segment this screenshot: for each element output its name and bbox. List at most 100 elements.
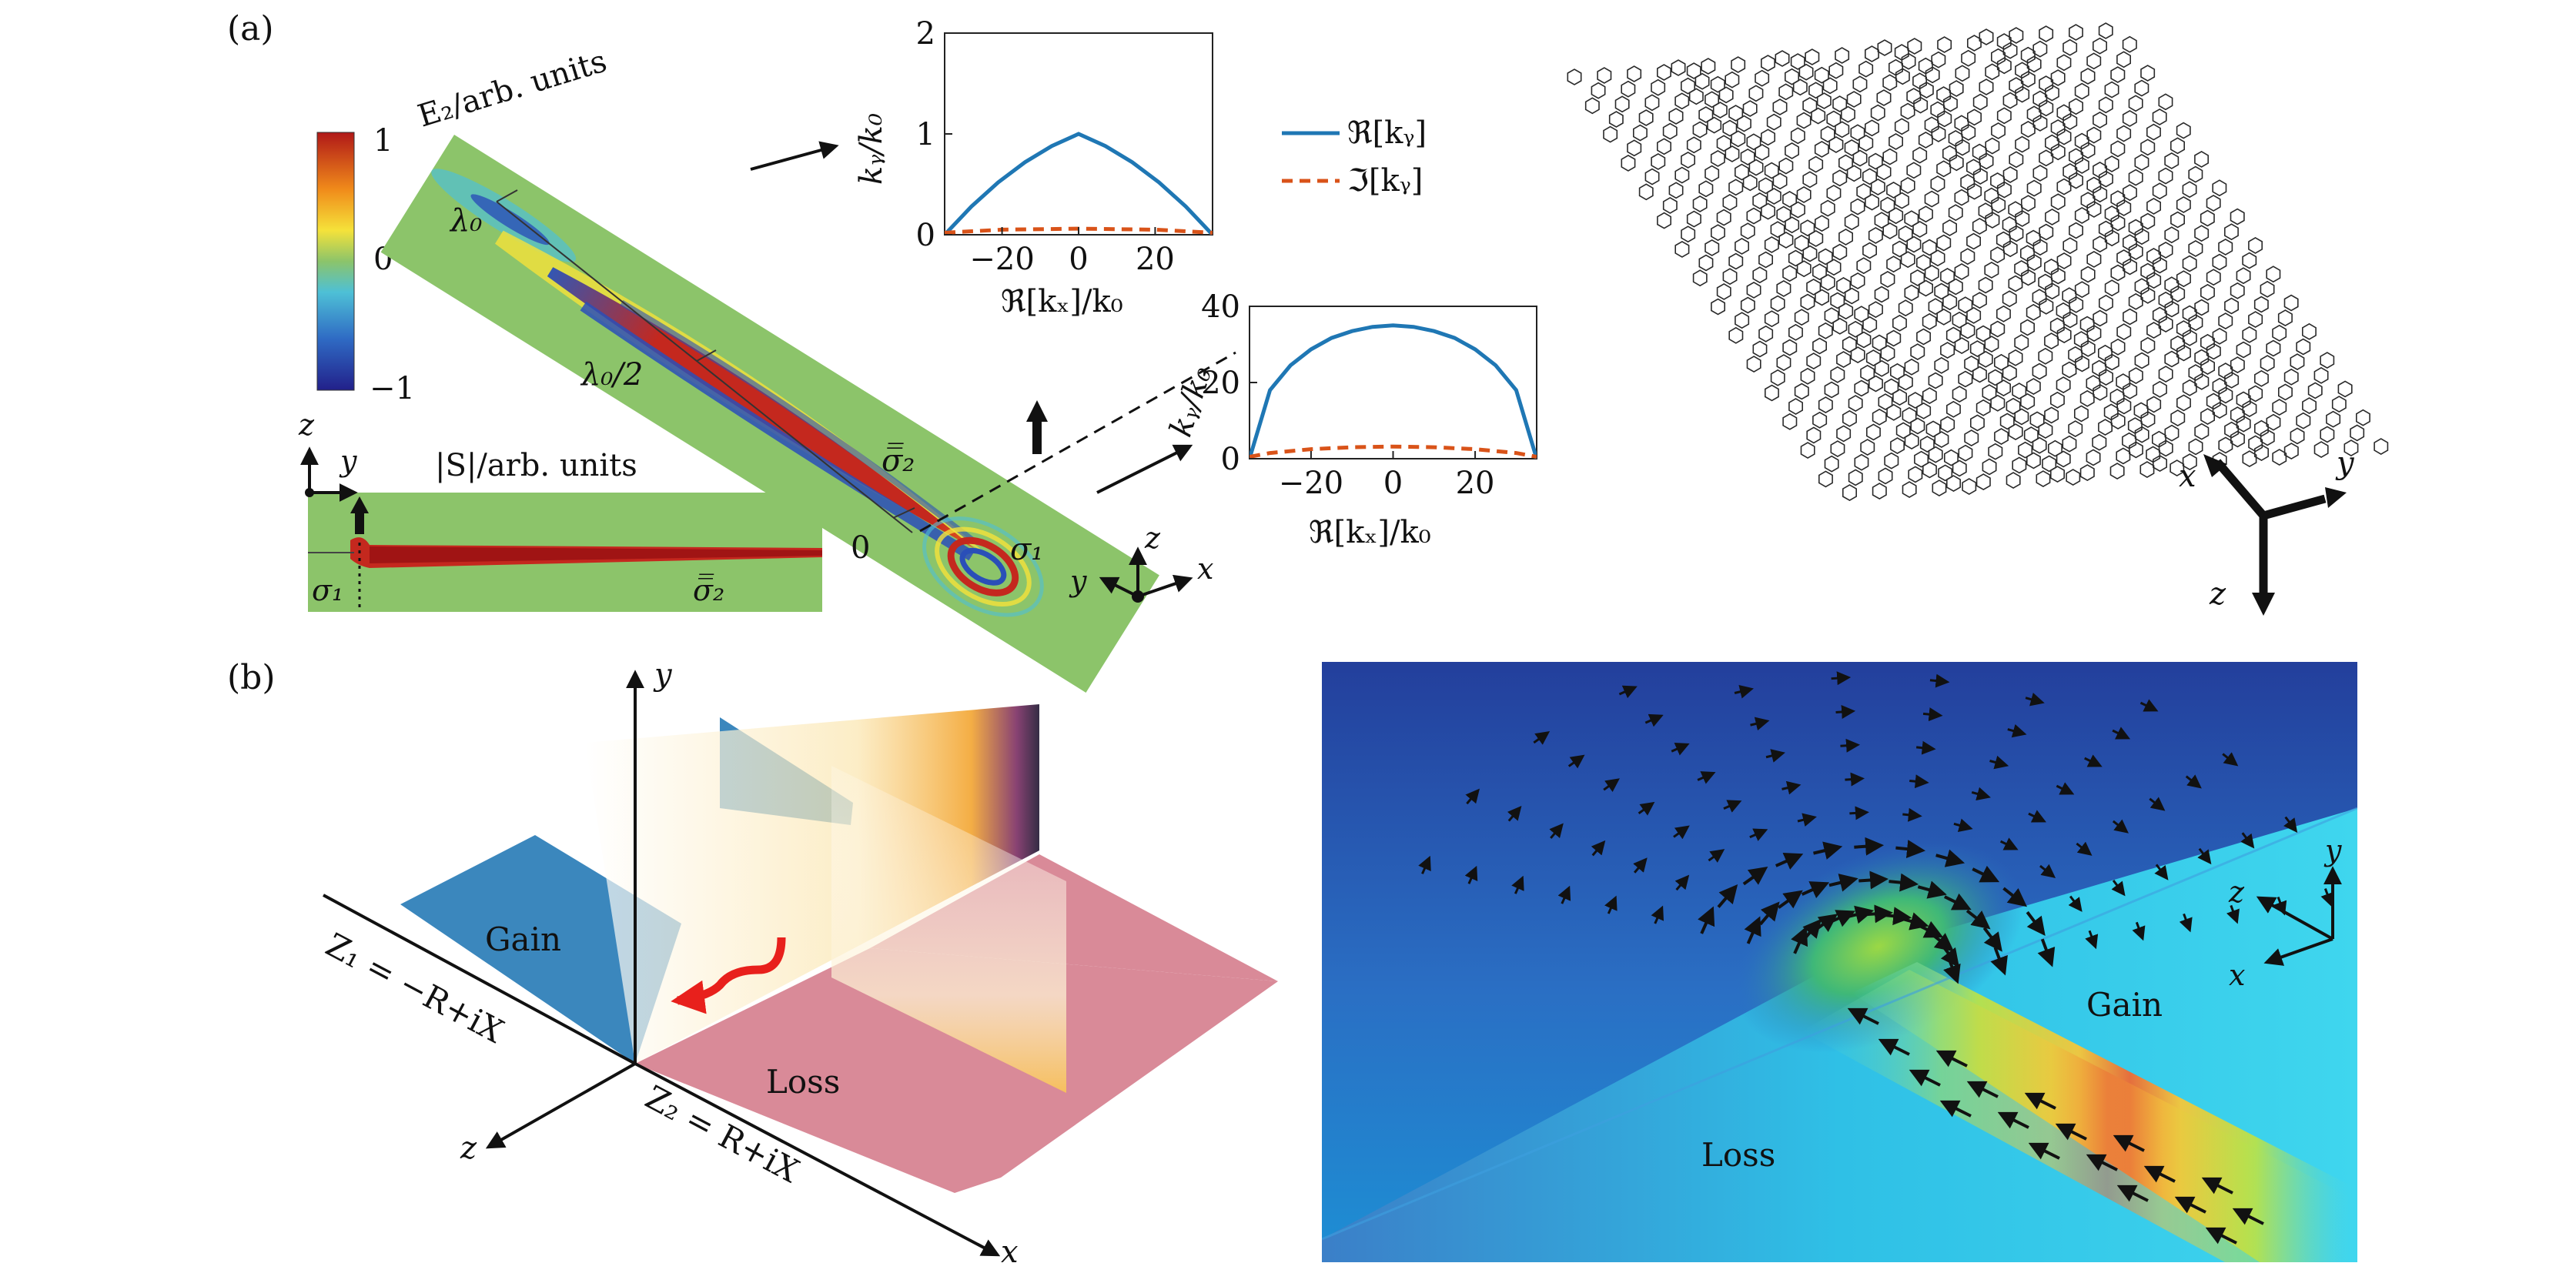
field-arrow bbox=[2179, 913, 2193, 933]
field-arrow bbox=[1633, 857, 1648, 874]
field-arrow bbox=[2132, 921, 2146, 941]
chart2-xtick-label: 0 bbox=[1383, 466, 1403, 501]
chart1-ytick-label: 1 bbox=[916, 117, 935, 152]
field-arrow bbox=[2007, 723, 2027, 738]
sim-loss-label: Loss bbox=[1701, 1136, 1775, 1174]
field-arrow bbox=[1858, 870, 1889, 890]
chart2-xlabel: ℜ[kₓ]/k₀ bbox=[1309, 515, 1431, 550]
field-arrow bbox=[2185, 774, 2202, 789]
field-arrow bbox=[1997, 1111, 2029, 1129]
field-arrow bbox=[1418, 855, 1431, 874]
field-arrow bbox=[1644, 713, 1664, 727]
field-arrow bbox=[1744, 916, 1761, 944]
field-arrow bbox=[1533, 731, 1551, 745]
inset-axis-z: z bbox=[298, 408, 315, 442]
field-arrow bbox=[1854, 837, 1885, 856]
slab-axis-z: z bbox=[1144, 521, 1161, 555]
chart1-xtick-label: 20 bbox=[1136, 242, 1175, 277]
chart2-xtick-label: −20 bbox=[1279, 466, 1343, 501]
chart2-series-real bbox=[1250, 323, 1537, 459]
distance-ruler: λ₀ λ₀/2 0 bbox=[449, 189, 915, 566]
field-arrow bbox=[2201, 1177, 2233, 1194]
field-arrow bbox=[1791, 926, 1808, 954]
field-arrow bbox=[1708, 849, 1725, 863]
lattice-axes-triad: x y z bbox=[2179, 446, 2355, 616]
field-arrow bbox=[2232, 1208, 2264, 1225]
field-arrow bbox=[1604, 895, 1618, 914]
lattice-axis-y: y bbox=[2335, 446, 2355, 481]
field-arrow bbox=[1734, 684, 1754, 699]
field-arrow bbox=[1835, 705, 1856, 719]
field-arrow bbox=[1982, 927, 2002, 952]
dispersion-chart-upper: −20 0 20 0 1 2 ℜ[kₓ]/k₀ kᵧ/k₀ bbox=[854, 16, 1213, 319]
pointer-arrow-lower bbox=[1096, 444, 1193, 494]
field-arrow bbox=[2024, 1092, 2056, 1110]
field-arrow bbox=[2149, 797, 2166, 811]
lambda0-label: λ₀ bbox=[449, 203, 482, 239]
field-arrow bbox=[2112, 819, 2129, 834]
interface-wall bbox=[831, 766, 1066, 1093]
x-axis-line bbox=[634, 1062, 1001, 1257]
field-title: E₂/arb. units bbox=[413, 43, 611, 134]
field-arrow bbox=[2028, 810, 2046, 823]
field-arrow bbox=[1840, 738, 1861, 753]
lattice-axis-z: z bbox=[2209, 576, 2226, 612]
dispersion-chart-lower: −20 0 20 0 20 40 ℜ[kₓ]/k₀ kᵧ/k₀ bbox=[1163, 289, 1537, 550]
half-lambda-label: λ₀/2 bbox=[580, 357, 643, 393]
b-axis-y: y bbox=[653, 657, 673, 693]
field-arrow bbox=[1549, 823, 1564, 839]
field-arrow bbox=[2055, 1123, 2087, 1141]
field-arrow bbox=[1828, 874, 1858, 892]
field-arrow bbox=[1567, 754, 1585, 769]
field-arrow bbox=[1674, 874, 1690, 891]
z-axis-line bbox=[485, 1062, 636, 1149]
field-arrow bbox=[2205, 1227, 2237, 1245]
field-arrow bbox=[2111, 880, 2126, 897]
field-arrow bbox=[2026, 910, 2046, 937]
panel-b-label: (b) bbox=[227, 658, 276, 697]
field-arrow bbox=[1989, 755, 2009, 770]
sim-gain-label: Gain bbox=[2086, 986, 2163, 1024]
field-arrow bbox=[2084, 754, 2103, 767]
field-arrow bbox=[1717, 884, 1738, 908]
surface-wave-arrow bbox=[671, 937, 786, 1014]
field-arrow bbox=[1698, 906, 1715, 934]
field-arrow bbox=[1801, 881, 1830, 899]
inset-title: |S|/arb. units bbox=[435, 448, 637, 483]
field-arrow bbox=[2197, 847, 2212, 865]
field-arrow bbox=[1944, 893, 1972, 910]
panel-a-label: (a) bbox=[227, 9, 274, 48]
interface-line bbox=[919, 351, 1236, 533]
field-arrow bbox=[1465, 788, 1480, 805]
field-arrow bbox=[2320, 888, 2334, 907]
field-arrow bbox=[1511, 875, 1524, 894]
field-arrow bbox=[1797, 813, 1817, 827]
legend-real: ℜ[kᵧ] bbox=[1347, 115, 1427, 151]
field-arrow bbox=[1507, 806, 1522, 822]
slab-axes-triad: z x y bbox=[1069, 521, 1213, 603]
field-arrow bbox=[1845, 772, 1865, 787]
chart1-xtick-label: 0 bbox=[1069, 242, 1088, 277]
field-arrow bbox=[2025, 693, 2045, 707]
chart1-ylabel: kᵧ/k₀ bbox=[854, 113, 889, 185]
field-arrow bbox=[1935, 1050, 1968, 1068]
field-arrow bbox=[1673, 825, 1690, 840]
field-arrow bbox=[2068, 895, 2083, 912]
colorbar: 1 0 −1 bbox=[316, 123, 415, 406]
chart2-ytick-label: 40 bbox=[1201, 289, 1240, 325]
chart1-series-real bbox=[945, 132, 1213, 235]
field-arrow bbox=[1915, 740, 1936, 755]
field-arrow bbox=[1765, 749, 1785, 763]
field-arrows bbox=[1418, 671, 2334, 1245]
chart2-series-imag bbox=[1250, 444, 1537, 459]
b-axis-z: z bbox=[460, 1131, 477, 1166]
chart2-xtick-label: 20 bbox=[1456, 466, 1495, 501]
field-arrow bbox=[1972, 865, 2000, 883]
field-arrow bbox=[2222, 752, 2239, 767]
chart1-ytick-label: 2 bbox=[916, 16, 935, 52]
source-arrow bbox=[1026, 400, 1048, 454]
chart2-ytick-label: 0 bbox=[1221, 442, 1240, 477]
field-arrow bbox=[2154, 864, 2169, 880]
field-arrow bbox=[1971, 787, 1991, 801]
field-arrow bbox=[2037, 938, 2056, 967]
